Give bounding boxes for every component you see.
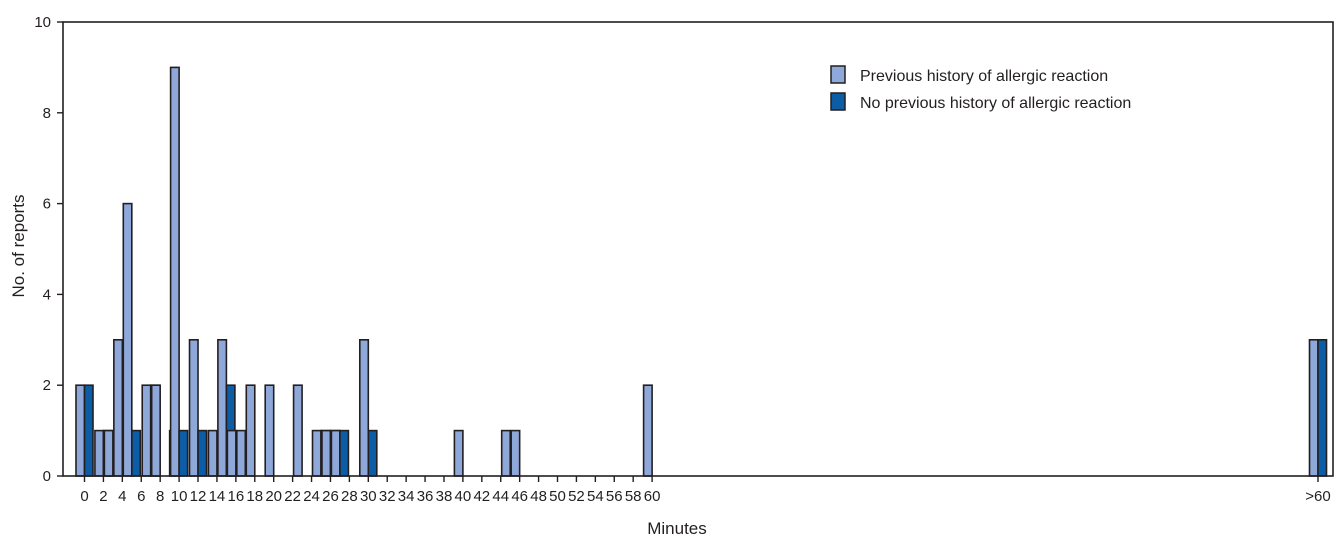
x-tick-label: 28 — [341, 488, 358, 505]
x-tick-label: 0 — [80, 488, 88, 505]
x-tick-label: 20 — [265, 488, 282, 505]
bar-previous-history — [217, 338, 228, 477]
bar-previous-history — [358, 338, 370, 477]
legend-swatch-no-previous — [830, 92, 846, 111]
y-tick-label: 6 — [43, 196, 51, 213]
x-tick-label: 58 — [625, 488, 642, 505]
x-tick-label: 44 — [492, 488, 509, 505]
bar-previous-history — [453, 429, 464, 477]
bar-previous-history — [141, 384, 152, 477]
legend-label-previous: Previous history of allergic reaction — [860, 68, 1108, 85]
bar-no-previous-history — [339, 429, 350, 477]
x-tick-label: 32 — [379, 488, 396, 505]
y-tick-label: 0 — [43, 468, 51, 485]
bar-previous-history — [75, 384, 86, 477]
x-tick-label: 56 — [606, 488, 623, 505]
bar-previous-history — [122, 202, 133, 477]
y-tick-label: 8 — [43, 105, 51, 122]
x-tick-label: 36 — [417, 488, 434, 505]
x-tick-label: 50 — [549, 488, 566, 505]
bar-previous-history — [1308, 338, 1319, 477]
bar-previous-history — [94, 429, 105, 477]
x-tick-label: 42 — [473, 488, 490, 505]
x-tick-label: 6 — [137, 488, 145, 505]
bar-previous-history — [113, 338, 124, 477]
x-tick-label: 54 — [587, 488, 604, 505]
x-tick-label: 2 — [99, 488, 107, 505]
bar-previous-history — [103, 429, 114, 477]
bar-no-previous-history — [178, 429, 189, 477]
x-tick-label: 8 — [156, 488, 164, 505]
bar-previous-history — [292, 384, 303, 477]
x-tick-label: 38 — [436, 488, 453, 505]
x-tick-label: 30 — [360, 488, 377, 505]
x-tick-label: 18 — [246, 488, 263, 505]
bar-previous-history — [510, 429, 521, 477]
x-tick-label: >60 — [1305, 488, 1330, 505]
bars — [75, 66, 1328, 477]
bar-no-previous-history — [1317, 338, 1328, 477]
bar-previous-history — [311, 429, 322, 477]
plot-frame — [62, 21, 1334, 477]
bar-previous-history — [169, 66, 180, 477]
bar-previous-history — [226, 429, 237, 477]
x-tick-label: 34 — [398, 488, 415, 505]
bar-no-previous-history — [197, 429, 208, 477]
bar-previous-history — [245, 384, 256, 477]
x-tick-label: 10 — [171, 488, 188, 505]
bar-previous-history — [236, 429, 247, 477]
y-tick-label: 2 — [43, 377, 51, 394]
x-tick-label: 48 — [530, 488, 547, 505]
bar-no-previous-history — [83, 384, 94, 477]
bar-previous-history — [321, 429, 332, 477]
x-tick-label: 14 — [209, 488, 226, 505]
x-tick-label: 12 — [190, 488, 207, 505]
bar-previous-history — [264, 384, 275, 477]
axes — [57, 21, 1334, 482]
bar-previous-history — [150, 384, 161, 477]
bar-previous-history — [330, 429, 341, 477]
legend-label-no-previous: No previous history of allergic reaction — [860, 95, 1131, 112]
bar-no-previous-history — [131, 429, 142, 477]
y-tick-label: 4 — [43, 286, 51, 303]
bar-previous-history — [188, 338, 199, 477]
x-tick-label: 26 — [322, 488, 339, 505]
bar-previous-history — [207, 429, 218, 477]
legend: Previous history of allergic reaction No… — [830, 65, 1131, 112]
x-tick-label: 52 — [568, 488, 585, 505]
x-tick-label: 46 — [511, 488, 528, 505]
x-axis-title: Minutes — [647, 519, 707, 538]
x-tick-label: 40 — [455, 488, 472, 505]
bar-no-previous-history — [367, 429, 378, 477]
y-axis-title: No. of reports — [9, 195, 28, 298]
bar-previous-history — [500, 429, 512, 477]
x-tick-label: 22 — [284, 488, 301, 505]
x-tick-label: 60 — [644, 488, 661, 505]
x-tick-label: 4 — [118, 488, 126, 505]
legend-swatch-previous — [830, 65, 846, 84]
x-tick-label: 24 — [303, 488, 320, 505]
bar-previous-history — [642, 384, 653, 477]
x-tick-label: 16 — [228, 488, 245, 505]
y-tick-label: 10 — [34, 14, 51, 31]
